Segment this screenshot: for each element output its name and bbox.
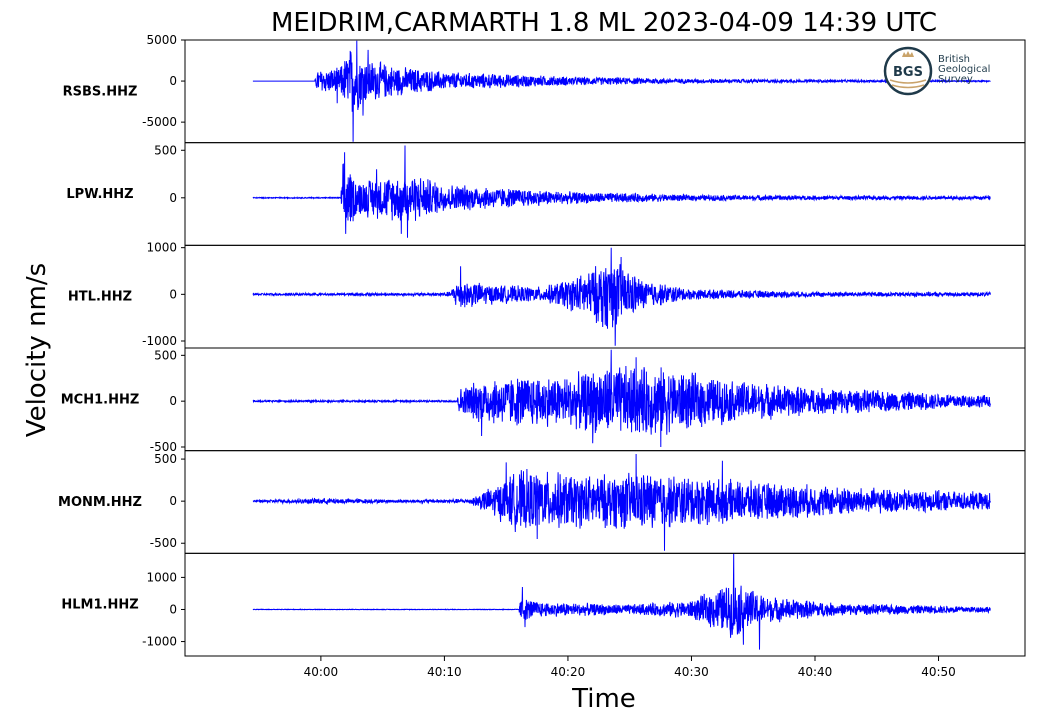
x-axis-title: Time xyxy=(571,684,636,714)
logo-text-line: Geological xyxy=(938,64,990,75)
y-tick-label: -500 xyxy=(150,536,177,550)
logo-waves xyxy=(889,79,927,89)
panel-monm-hhz: 500 0 -500 MONM.HHZ xyxy=(58,450,1026,554)
waveform-trace xyxy=(252,349,991,448)
station-label: MCH1.HHZ xyxy=(61,392,140,407)
logo-text-line: Survey xyxy=(938,74,973,85)
waveform-trace xyxy=(252,453,991,551)
y-tick-label: 5000 xyxy=(146,33,177,47)
chart-title: MEIDRIM,CARMARTH 1.8 ML 2023-04-09 14:39… xyxy=(271,8,937,38)
panel-htl-hhz: 1000 0 -1000 HTL.HHZ xyxy=(68,241,1026,349)
station-label: LPW.HHZ xyxy=(66,187,133,202)
logo-text-line: British xyxy=(938,54,970,65)
x-tick-label: 40:10 xyxy=(427,665,462,679)
logo-abbr: BGS xyxy=(893,65,923,80)
y-tick-label: 0 xyxy=(169,287,177,301)
station-label: MONM.HHZ xyxy=(58,495,142,510)
y-tick-label: 500 xyxy=(154,143,177,157)
y-tick-label: -500 xyxy=(150,440,177,454)
panel-lpw-hhz: 500 0 LPW.HHZ xyxy=(66,142,1026,246)
y-axis-title: Velocity nm/s xyxy=(22,263,52,437)
y-tick-label: -1000 xyxy=(142,334,177,348)
panel-hlm1-hhz: 1000 0 -1000 HLM1.HHZ xyxy=(61,552,1026,657)
station-label: RSBS.HHZ xyxy=(63,84,138,99)
y-tick-label: -5000 xyxy=(142,115,177,129)
station-panels: 50000-5000RSBS.HHZ5000LPW.HHZ10000-1000H… xyxy=(58,33,1026,657)
y-tick-label: 1000 xyxy=(146,570,177,584)
y-tick-label: 500 xyxy=(154,348,177,362)
x-tick-label: 40:00 xyxy=(304,665,339,679)
panel-rsbs-hhz: 5000 0 -5000 RSBS.HHZ xyxy=(63,33,1026,144)
y-tick-label: -1000 xyxy=(142,635,177,649)
x-tick-label: 40:20 xyxy=(551,665,586,679)
station-label: HLM1.HHZ xyxy=(61,598,138,613)
waveform-trace xyxy=(252,40,991,142)
station-label: HTL.HHZ xyxy=(68,290,132,305)
y-tick-label: 0 xyxy=(169,191,177,205)
y-tick-label: 0 xyxy=(169,74,177,88)
x-axis: 40:00 40:10 40:20 40:30 40:40 40:50 xyxy=(304,656,956,679)
x-tick-label: 40:40 xyxy=(798,665,833,679)
y-tick-label: 0 xyxy=(169,494,177,508)
x-tick-label: 40:30 xyxy=(674,665,709,679)
waveform-trace xyxy=(252,553,991,650)
y-tick-label: 500 xyxy=(154,452,177,466)
y-tick-label: 0 xyxy=(169,602,177,616)
waveform-trace xyxy=(252,247,991,346)
y-tick-label: 1000 xyxy=(146,241,177,255)
waveform-trace xyxy=(252,145,991,238)
panel-frame xyxy=(184,552,1026,657)
y-tick-label: 0 xyxy=(169,394,177,408)
x-tick-label: 40:50 xyxy=(921,665,956,679)
panel-mch1-hhz: 500 0 -500 MCH1.HHZ xyxy=(61,347,1026,454)
crown-icon xyxy=(902,51,914,57)
